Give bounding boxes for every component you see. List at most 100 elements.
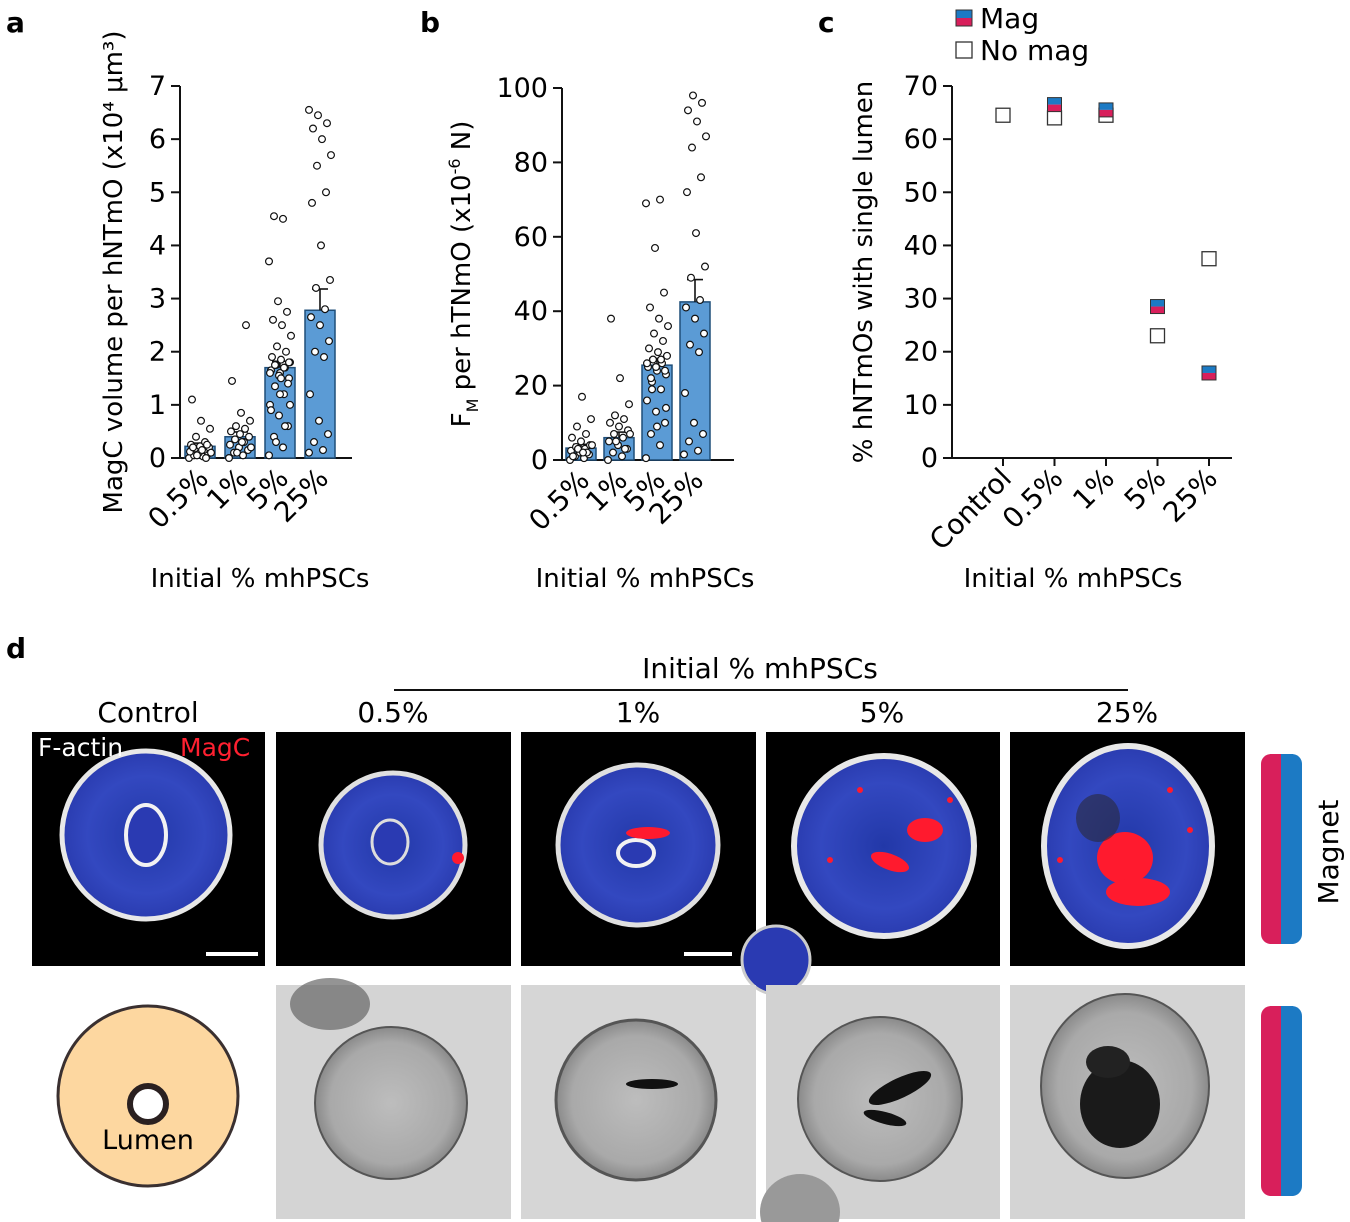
chartB-point-1-1 <box>617 452 626 461</box>
column-label-0-5pct: 0.5% <box>357 696 428 729</box>
chartB-point-3-4 <box>689 418 698 427</box>
chartB-point-1-7 <box>609 429 618 438</box>
chartA-point-2-17 <box>273 342 282 351</box>
chartB-point-2-18 <box>663 322 672 331</box>
chartA-point-0-15 <box>188 395 197 404</box>
chartB-point-0-9 <box>576 437 585 446</box>
fluor-image-25pct <box>1010 732 1245 966</box>
chartA-point-3-14 <box>317 241 326 250</box>
chartB-point-1-18 <box>625 429 634 438</box>
chartB-point-2-20 <box>645 303 654 312</box>
chartB-point-3-16 <box>696 173 705 182</box>
chartC-point-mag-border-4 <box>1201 365 1217 381</box>
chartB-point-2-29 <box>656 355 665 364</box>
column-label-control: Control <box>97 696 198 729</box>
chartB-point-0-12 <box>572 422 581 431</box>
fluor-image-0-5pct <box>276 732 511 966</box>
chartA-point-3-19 <box>318 135 327 144</box>
chartC-point-mag-top-2 <box>1099 102 1113 110</box>
chartC-ytick-label-5: 50 <box>904 177 938 208</box>
chartB-point-1-17 <box>611 437 620 446</box>
brightfield-image-0-5pct <box>276 978 511 1219</box>
chart-c-legend: Mag No mag <box>955 2 1089 67</box>
chartA-point-1-18 <box>247 443 256 452</box>
chartB-point-3-5 <box>680 389 689 398</box>
chart-a-y-label: MagC volume per hNTmO (x10⁴ μm³) <box>99 31 129 514</box>
chartB-point-0-13 <box>586 415 595 424</box>
chartC-ytick-label-6: 60 <box>904 124 938 155</box>
chartA-point-3-2 <box>310 438 319 447</box>
chartB-point-1-15 <box>606 314 615 323</box>
chartA-point-3-20 <box>309 124 318 133</box>
magnet-pole-pink-fill <box>1270 754 1282 944</box>
chartA-point-0-18 <box>207 448 216 457</box>
chartA-point-1-5 <box>226 440 235 449</box>
chartB-point-0-14 <box>577 392 586 401</box>
chartA-point-1-15 <box>228 376 237 385</box>
magnet-pole-pink-fill <box>1270 1006 1282 1196</box>
chartA-point-3-3 <box>324 430 333 439</box>
brightfield-image-1pct <box>521 985 756 1219</box>
chartA-ytick-label-0: 0 <box>149 443 166 474</box>
chartB-point-2-13 <box>662 351 671 360</box>
chart-b-y-label-mid: per hTNmO (x10 <box>447 174 477 398</box>
chartA-point-0-21 <box>203 440 212 449</box>
chartB-point-2-28 <box>642 359 651 368</box>
chartC-point-mag-top-1 <box>1047 97 1062 105</box>
chartA-point-1-0 <box>225 454 234 463</box>
chartB-point-3-13 <box>700 262 709 271</box>
chartB-point-2-17 <box>649 329 658 338</box>
column-label-25pct: 25% <box>1096 696 1158 729</box>
chartB-point-2-23 <box>641 199 650 208</box>
chartC-point-nomag-3 <box>1149 328 1166 344</box>
chartB-ytick-label-3: 60 <box>514 222 548 253</box>
chartB-point-2-32 <box>652 422 661 431</box>
chartA-point-1-13 <box>246 416 255 425</box>
chartB-point-3-14 <box>691 229 700 238</box>
chartA-ytick-label-1: 1 <box>149 390 166 421</box>
chartC-ytick-label-4: 40 <box>904 230 938 261</box>
chartA-point-3-7 <box>311 347 320 356</box>
chartA-ytick-label-5: 5 <box>149 177 166 208</box>
chartA-ytick-label-2: 2 <box>149 337 166 368</box>
chart-b-y-label-end: N) <box>447 121 477 159</box>
chartB-point-1-16 <box>620 444 629 453</box>
chartB-point-1-14 <box>615 374 624 383</box>
legend-mag-swatch-top <box>956 10 972 18</box>
chartB-point-3-1 <box>693 446 702 455</box>
chartA-point-2-16 <box>282 347 291 356</box>
chartB-ytick-label-0: 0 <box>531 445 548 476</box>
lumen-schematic: Lumen <box>56 1004 240 1188</box>
chartB-point-3-6 <box>694 348 703 357</box>
chartC-point-mag-border-1 <box>1047 97 1062 113</box>
chartA-point-1-8 <box>245 432 254 441</box>
chartB-point-1-0 <box>603 456 612 465</box>
chartB-point-1-13 <box>624 400 633 409</box>
chartB-point-3-17 <box>687 143 696 152</box>
chartB-point-1-11 <box>619 415 628 424</box>
chartC-point-mag-bottom-3 <box>1150 306 1165 314</box>
legend-mag-swatch-bottom <box>956 18 972 26</box>
legend-nomag-label: No mag <box>980 34 1089 67</box>
chartA-point-2-1 <box>279 443 288 452</box>
chartA-point-1-10 <box>227 427 236 436</box>
chartA-point-3-16 <box>322 188 331 197</box>
panel-letter-d: d <box>6 632 26 665</box>
chartA-point-2-22 <box>274 297 283 306</box>
chart-b-y-label-sup: -6 <box>445 158 464 174</box>
chart-c-y-label: % hNTmOs with single lumen <box>849 81 879 464</box>
panel-d-header: Initial % mhPSCs <box>642 652 878 685</box>
chartB-point-3-8 <box>699 329 708 338</box>
fluor-label-magc: MagC <box>180 733 250 762</box>
chartB-point-2-22 <box>650 243 659 252</box>
chartA-point-3-5 <box>306 390 315 399</box>
chartB-point-2-2 <box>646 429 655 438</box>
chartB-ytick-label-4: 80 <box>514 147 548 178</box>
chartB-point-3-12 <box>686 273 695 282</box>
chartB-point-3-21 <box>697 98 706 107</box>
chartA-point-2-20 <box>269 315 278 324</box>
chartA-point-2-7 <box>271 382 280 391</box>
